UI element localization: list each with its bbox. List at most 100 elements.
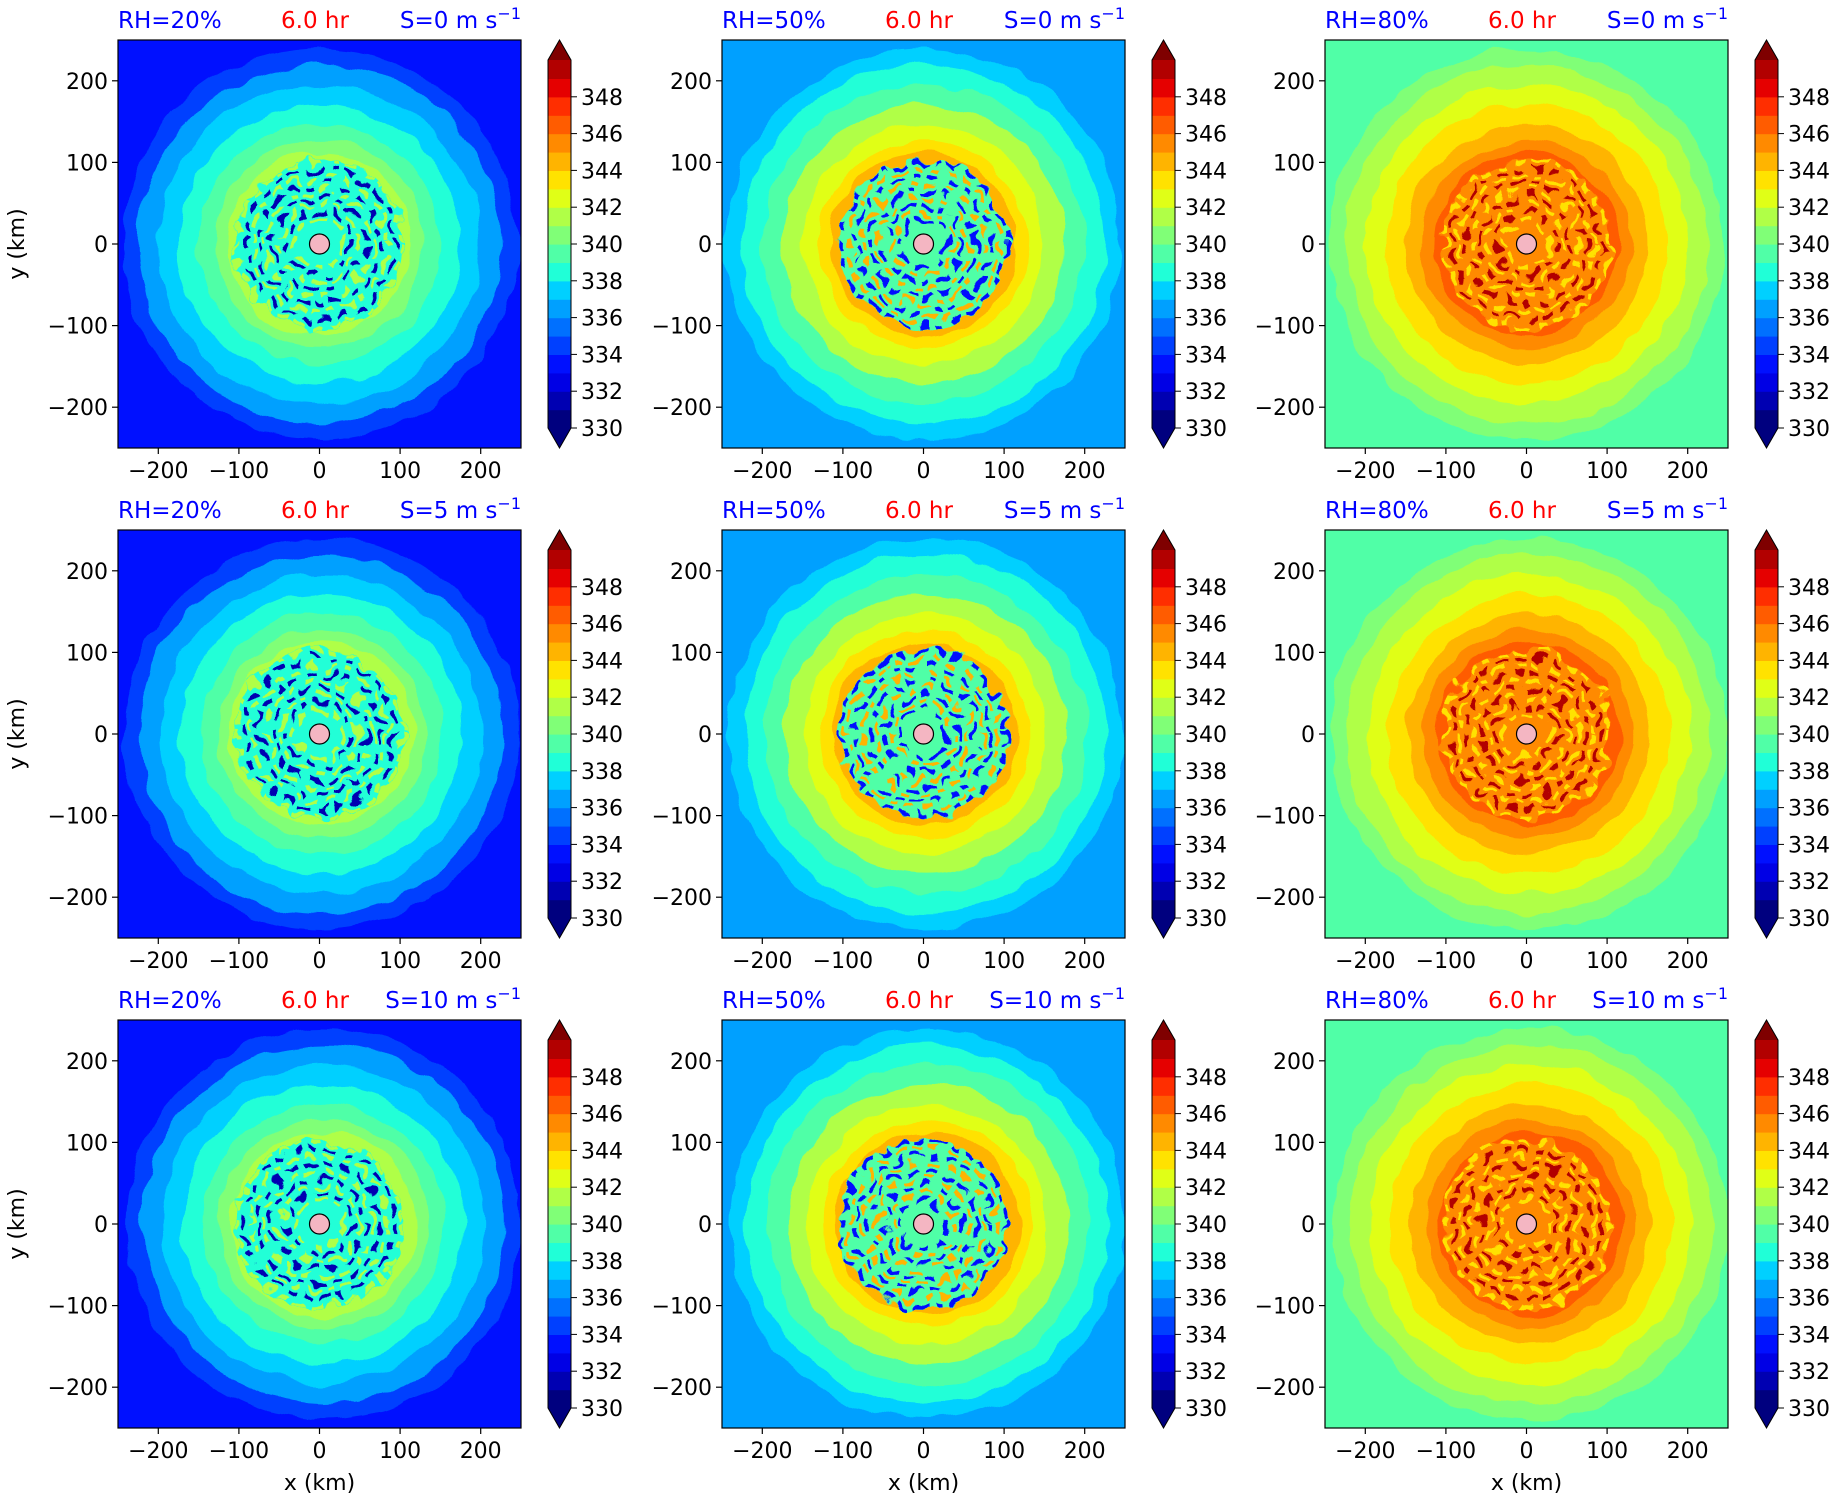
colorbar-level xyxy=(1755,1076,1778,1096)
y-axis-title: y (km) xyxy=(5,698,30,769)
colorbar-level xyxy=(1152,391,1175,411)
colorbar-tick-label: 340 xyxy=(1788,233,1830,258)
colorbar-tick-label: 342 xyxy=(1788,686,1830,711)
wave-arc-7 xyxy=(846,1147,1001,1301)
x-tick-label: −100 xyxy=(209,949,269,974)
colorbar-level xyxy=(1755,734,1778,753)
colorbar-level xyxy=(1152,1260,1175,1280)
panel-shear-label: S=5 m s−1 xyxy=(1607,494,1728,524)
x-tick-label: 0 xyxy=(313,459,327,484)
x-tick-label: 100 xyxy=(379,1439,421,1464)
panel-time-label: 6.0 hr xyxy=(281,988,349,1014)
colorbar-tick-label: 348 xyxy=(581,86,623,111)
panel-time-label: 6.0 hr xyxy=(1488,8,1556,34)
x-axis-title: x (km) xyxy=(284,1471,355,1496)
wave-arc-7 xyxy=(1449,167,1604,321)
colorbar-level xyxy=(1755,752,1778,772)
colorbar-tick-label: 338 xyxy=(1788,270,1830,295)
colorbar: 330 332 334 336 338 340 342 344 346 348 xyxy=(547,528,623,940)
wave-arc-8 xyxy=(235,649,404,819)
colorbar-tick-label: 342 xyxy=(581,686,623,711)
wave-arc-2 xyxy=(1485,693,1568,775)
colorbar-tick-label: 346 xyxy=(581,1103,623,1128)
colorbar-level xyxy=(548,1040,571,1059)
colorbar-tick-label: 336 xyxy=(581,1287,623,1312)
colorbar-extend-min xyxy=(1152,428,1175,448)
y-tick-label: 0 xyxy=(698,1213,712,1238)
colorbar-level xyxy=(1152,299,1175,319)
colorbar-tick-label: 330 xyxy=(1788,1397,1830,1422)
colorbar-level xyxy=(548,1076,571,1096)
x-tick-label: −100 xyxy=(209,1439,269,1464)
colorbar-tick-label: 332 xyxy=(1185,870,1227,895)
panel-rh-label: RH=20% xyxy=(118,498,222,524)
colorbar-level xyxy=(1152,1150,1175,1170)
wave-arc-2 xyxy=(882,203,965,285)
colorbar-level xyxy=(548,734,571,753)
colorbar-extend-max xyxy=(1152,40,1175,60)
panel-rh-label: RH=20% xyxy=(118,988,222,1014)
colorbar-level xyxy=(548,1297,571,1317)
colorbar-level xyxy=(1755,244,1778,263)
y-tick-label: 0 xyxy=(94,233,108,258)
colorbar-tick-label: 332 xyxy=(581,380,623,405)
x-tick-label: 100 xyxy=(983,459,1025,484)
colorbar-level xyxy=(548,207,571,227)
colorbar-level xyxy=(1755,623,1778,643)
wave-arc-2 xyxy=(278,1183,361,1265)
colorbar-level xyxy=(548,1242,571,1262)
y-axis-title: y (km) xyxy=(5,1188,30,1259)
colorbar-level xyxy=(1755,262,1778,282)
wave-arc-6 xyxy=(853,174,994,314)
colorbar-level xyxy=(1152,317,1175,337)
colorbar-level xyxy=(548,605,571,625)
colorbar-level xyxy=(1152,409,1175,429)
x-tick-label: 200 xyxy=(460,1439,502,1464)
colorbar-level xyxy=(1755,336,1778,355)
wave-arc-3 xyxy=(875,1176,972,1272)
panel-rh80-s5: −200 −100 0 100 200 −200 −100 0 100 200 RH=80% 6.0 … xyxy=(1255,494,1830,974)
colorbar-level xyxy=(1152,170,1175,190)
colorbar-level xyxy=(1755,568,1778,588)
colorbar-level xyxy=(1755,550,1778,569)
colorbar-level xyxy=(1755,605,1778,625)
colorbar-level xyxy=(548,244,571,263)
colorbar-tick-label: 346 xyxy=(1185,613,1227,638)
colorbar-extend-min xyxy=(548,918,571,938)
colorbar-tick-label: 336 xyxy=(1788,307,1830,332)
colorbar-level xyxy=(1152,826,1175,845)
colorbar-level xyxy=(1152,207,1175,227)
wave-arc-0 xyxy=(1500,217,1553,271)
panel-time-label: 6.0 hr xyxy=(885,988,953,1014)
y-tick-label: 100 xyxy=(66,1131,108,1156)
colorbar-level xyxy=(1152,115,1175,135)
colorbar-tick-label: 336 xyxy=(581,307,623,332)
wave-arc-6 xyxy=(853,664,994,804)
colorbar-level xyxy=(1755,372,1778,392)
x-tick-label: −100 xyxy=(1416,949,1476,974)
colorbar-tick-label: 338 xyxy=(1788,1250,1830,1275)
panel-shear-label: S=0 m s−1 xyxy=(1607,4,1728,34)
colorbar-level xyxy=(1755,1150,1778,1170)
colorbar-tick-label: 338 xyxy=(1185,270,1227,295)
colorbar-level xyxy=(1755,1352,1778,1372)
colorbar-tick-label: 344 xyxy=(1185,649,1227,674)
colorbar-level xyxy=(1152,642,1175,661)
colorbar-level xyxy=(1152,1371,1175,1391)
y-tick-label: 200 xyxy=(670,1050,712,1075)
x-tick-label: 0 xyxy=(917,949,931,974)
x-tick-label: −100 xyxy=(813,459,873,484)
y-tick-label: 200 xyxy=(1273,70,1315,95)
colorbar-tick-label: 344 xyxy=(581,1139,623,1164)
colorbar-level xyxy=(548,152,571,171)
y-tick-label: −100 xyxy=(48,315,108,340)
colorbar-level xyxy=(1152,262,1175,282)
colorbar-extend-max xyxy=(548,40,571,60)
colorbar-level xyxy=(1152,336,1175,355)
colorbar-tick-label: 340 xyxy=(581,723,623,748)
x-tick-label: 100 xyxy=(983,949,1025,974)
colorbar-tick-label: 336 xyxy=(1185,307,1227,332)
colorbar-level xyxy=(1755,586,1778,606)
colorbar-tick-label: 346 xyxy=(1788,613,1830,638)
colorbar: 330 332 334 336 338 340 342 344 346 348 xyxy=(1151,528,1227,940)
